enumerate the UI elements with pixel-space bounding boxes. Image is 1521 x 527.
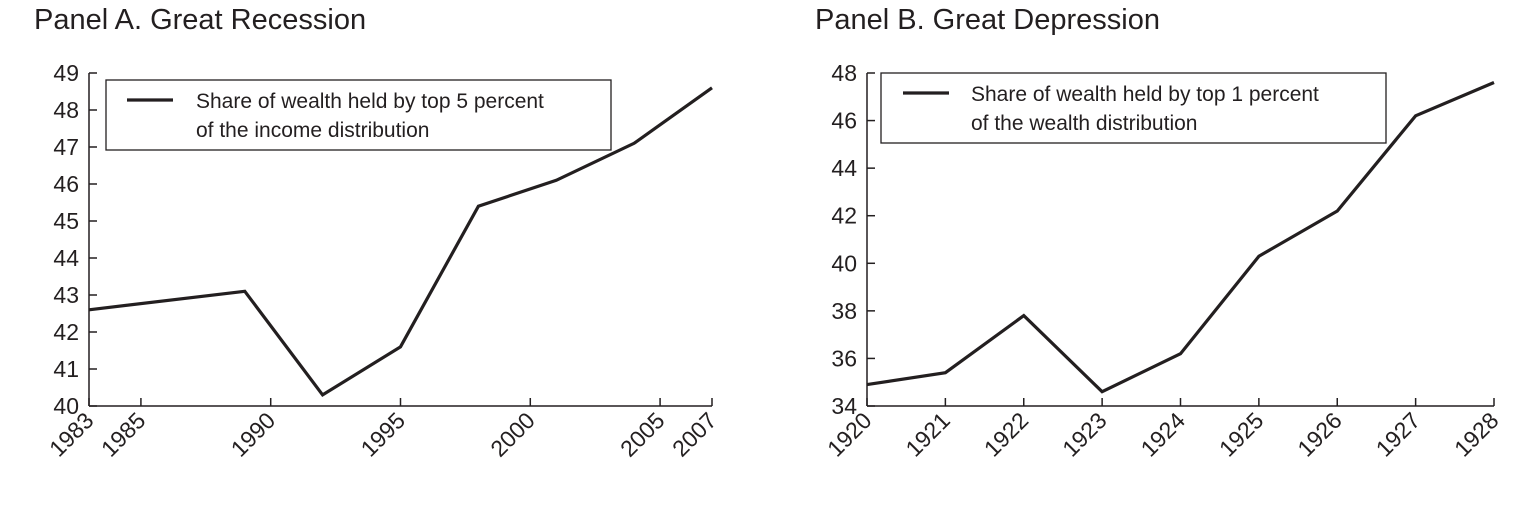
y-tick-label: 48 — [831, 60, 857, 86]
legend-label: of the income distribution — [196, 119, 429, 142]
x-tick-label: 1926 — [1292, 407, 1347, 462]
series-line — [866, 81, 1495, 394]
y-tick-label: 48 — [53, 97, 79, 123]
legend-label: Share of wealth held by top 1 percent — [971, 83, 1319, 106]
y-tick-label: 46 — [53, 171, 79, 197]
y-tick-label: 45 — [53, 208, 79, 234]
x-tick-label: 1990 — [226, 407, 281, 462]
legend-box — [105, 79, 612, 151]
x-tick-label: 1995 — [355, 407, 410, 462]
x-tick-label: 2000 — [485, 407, 540, 462]
x-tick-label: 2005 — [615, 407, 670, 462]
y-tick-label: 44 — [53, 245, 79, 271]
x-tick-label: 1923 — [1057, 407, 1112, 462]
x-tick-label: 1922 — [979, 407, 1034, 462]
y-tick-label: 49 — [53, 60, 79, 86]
y-tick-label: 42 — [53, 319, 79, 345]
legend-box — [880, 72, 1387, 144]
x-tick-label: 1985 — [96, 407, 151, 462]
y-tick-label: 40 — [831, 250, 857, 276]
y-tick-label: 41 — [53, 356, 79, 382]
y-tick-label: 43 — [53, 282, 79, 308]
x-tick-label: 1920 — [822, 407, 877, 462]
y-tick-label: 46 — [831, 108, 857, 134]
panel-b-title: Panel B. Great Depression — [815, 4, 1160, 36]
legend-label: Share of wealth held by top 5 percent — [196, 90, 544, 113]
y-tick-label: 34 — [831, 393, 857, 419]
panel-b-chart: 34 36 38 40 42 44 46 48 1920 1921 1922 1923 1924 1925… — [822, 60, 1504, 462]
x-tick-label: 1927 — [1371, 407, 1426, 462]
x-tick-label: 1924 — [1135, 407, 1190, 462]
x-tick-label: 1928 — [1449, 407, 1504, 462]
y-tick-label: 36 — [831, 345, 857, 371]
x-tick-label: 2007 — [667, 407, 722, 462]
y-tick-label: 42 — [831, 203, 857, 229]
y-tick-label: 47 — [53, 134, 79, 160]
panel-a-title: Panel A. Great Recession — [34, 4, 367, 36]
series-line — [88, 86, 713, 398]
x-tick-label: 1925 — [1214, 407, 1269, 462]
x-tick-label: 1983 — [44, 407, 99, 462]
x-tick-label: 1921 — [900, 407, 955, 462]
y-tick-label: 44 — [831, 155, 857, 181]
y-tick-label: 38 — [831, 298, 857, 324]
legend-label: of the wealth distribution — [971, 112, 1197, 135]
y-tick-label: 40 — [53, 393, 79, 419]
